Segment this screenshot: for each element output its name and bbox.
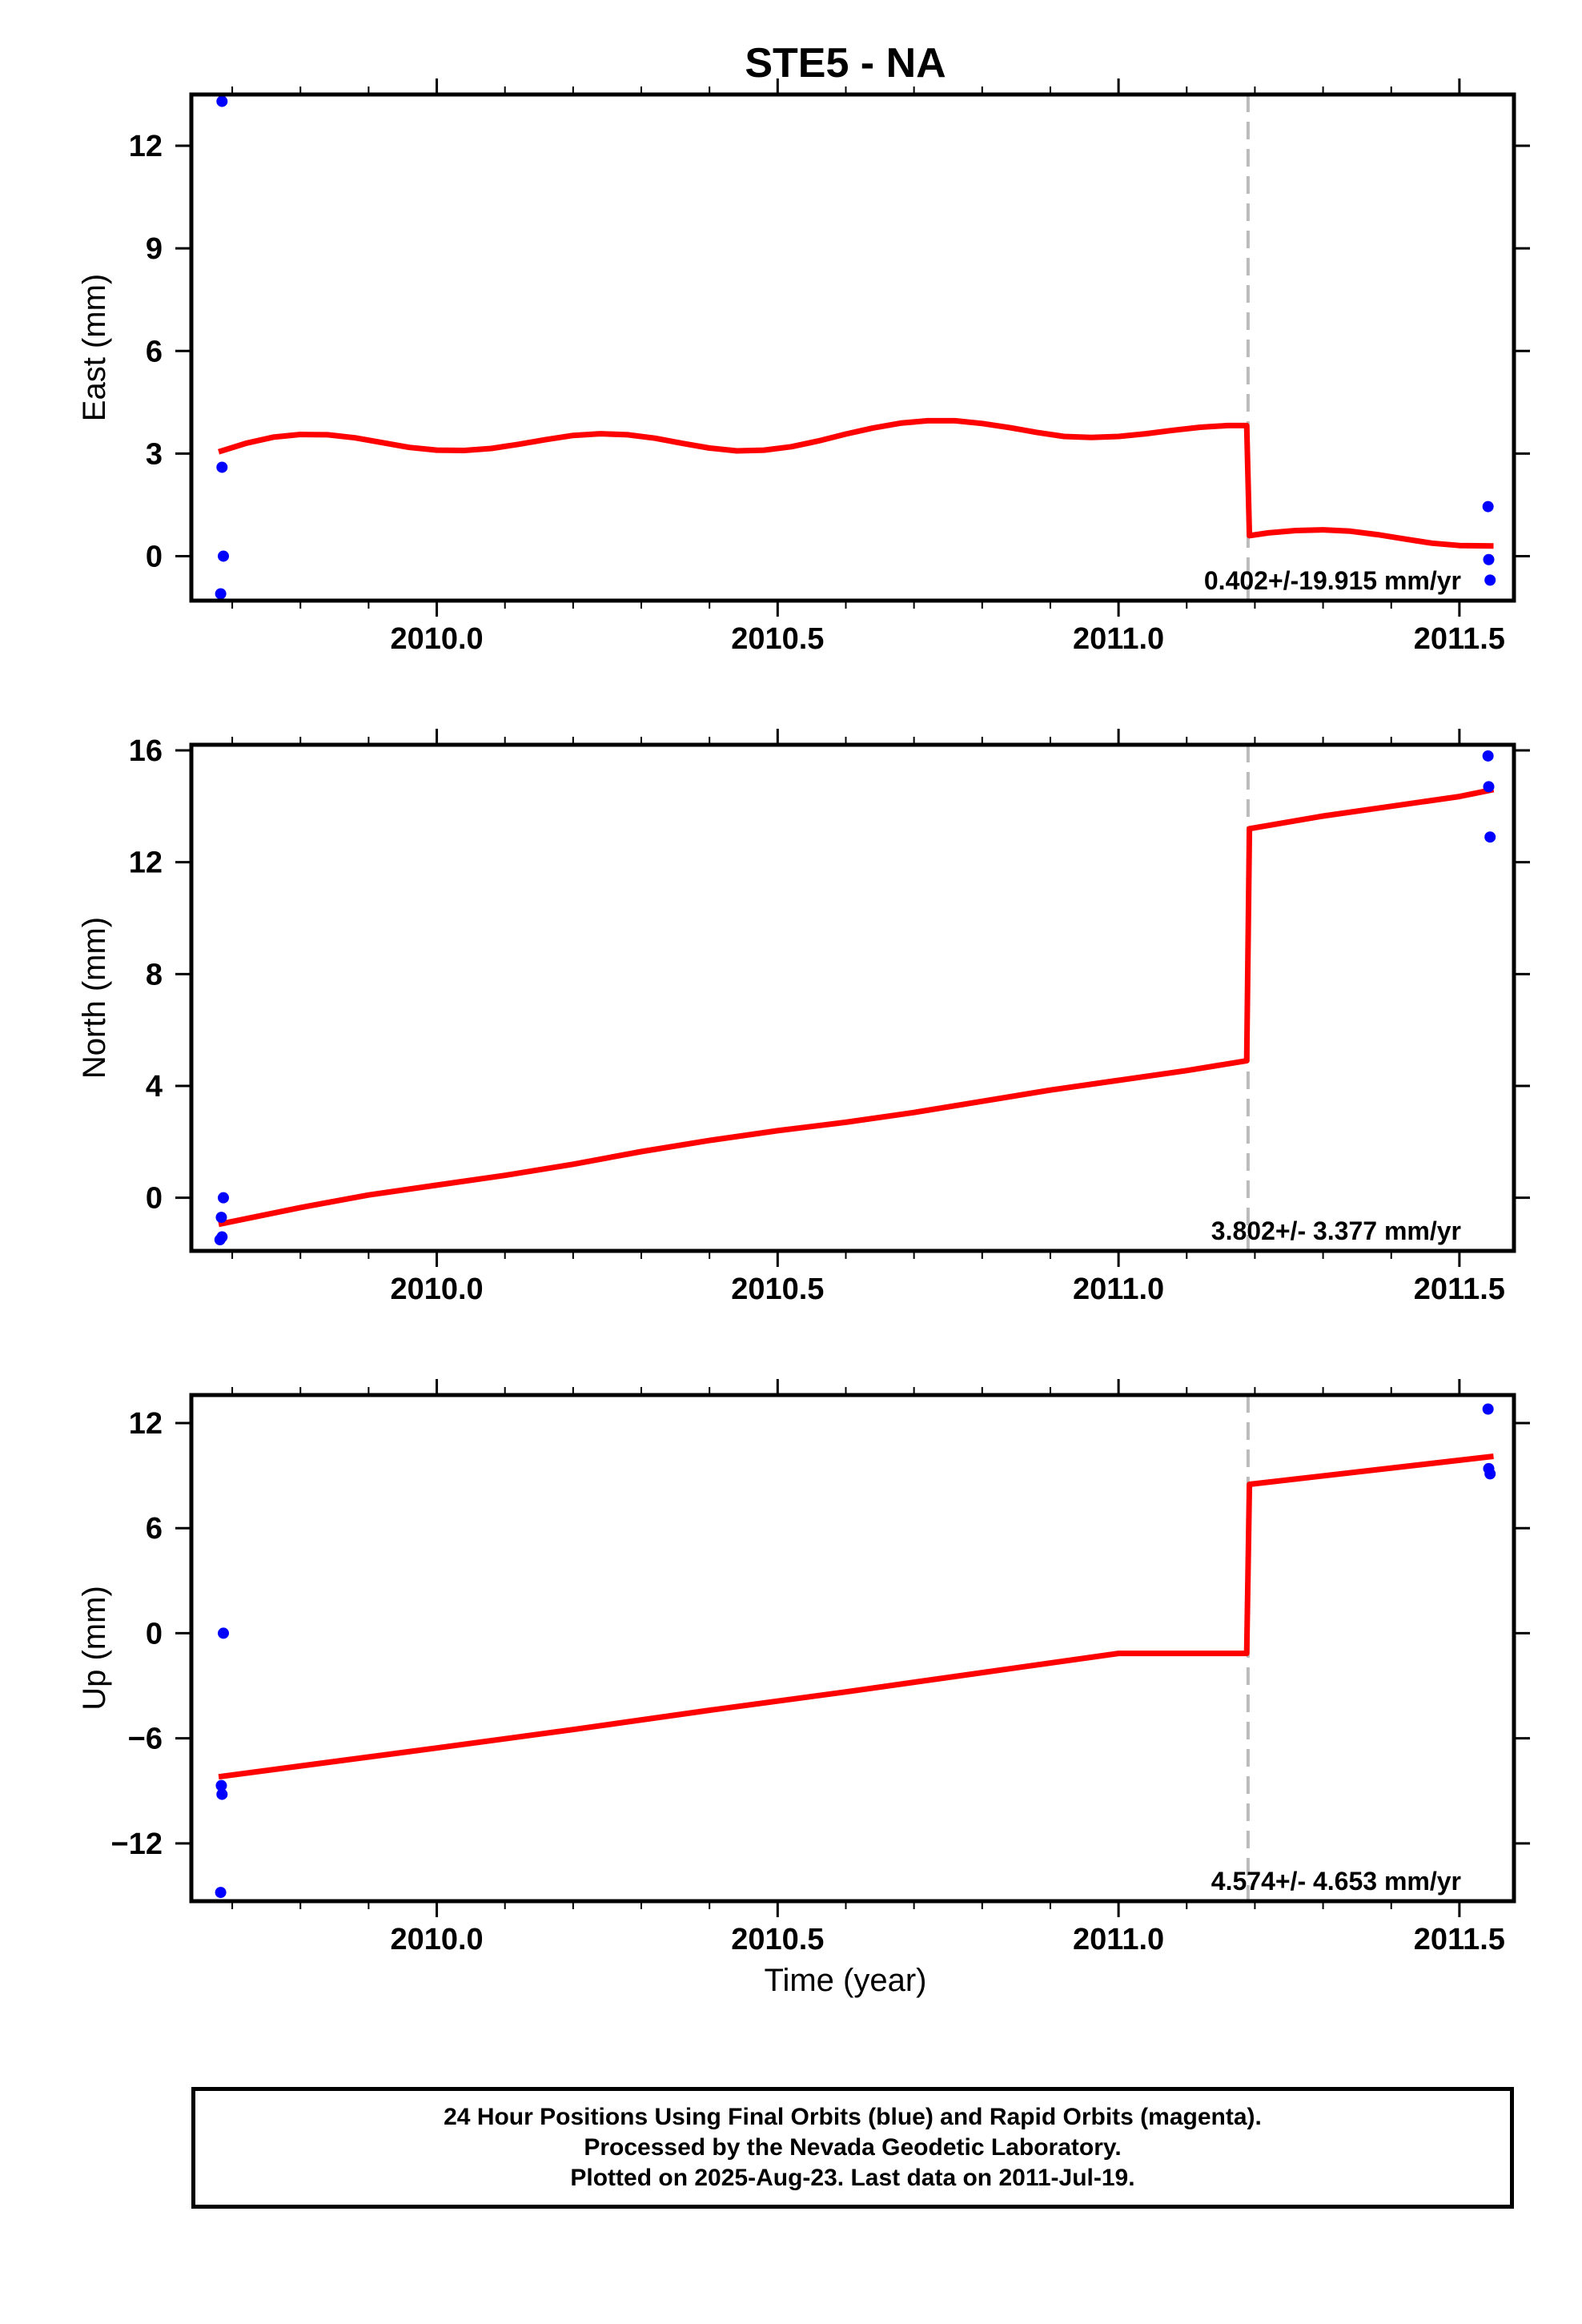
x-axis-label: Time (year) [765, 1963, 927, 1998]
model-line [218, 1454, 1494, 1780]
data-point [216, 461, 228, 473]
plot-frame [189, 1393, 1516, 1904]
x-tick-label: 2010.5 [731, 1273, 824, 1306]
plot-frame [189, 92, 1516, 603]
y-axis-label: North (mm) [77, 917, 112, 1079]
x-tick-label: 2010.0 [390, 622, 483, 656]
data-point [1482, 501, 1494, 513]
data-point [1483, 781, 1495, 793]
y-tick-label: 8 [146, 958, 163, 991]
y-tick-label: 9 [146, 232, 163, 266]
data-point [215, 1779, 227, 1791]
y-axis-label: Up (mm) [77, 1586, 112, 1711]
footer-line-3: Plotted on 2025-Aug-23. Last data on 201… [570, 2165, 1135, 2191]
y-tick-label: 6 [146, 335, 163, 368]
y-tick-label: 16 [129, 734, 163, 768]
y-tick-label: 4 [146, 1070, 163, 1104]
y-tick-label: −6 [128, 1723, 163, 1756]
y-axis-label: East (mm) [77, 274, 112, 421]
rate-label: 4.574+/- 4.653 mm/yr [1211, 1867, 1461, 1896]
rate-label: 3.802+/- 3.377 mm/yr [1211, 1216, 1461, 1245]
data-point [214, 1234, 226, 1246]
y-tick-label: −12 [111, 1827, 163, 1861]
y-tick-label: 0 [146, 1617, 163, 1651]
data-point [218, 1627, 230, 1639]
model-line [218, 417, 1494, 549]
model-line [218, 786, 1495, 1228]
data-point [1484, 831, 1496, 843]
footer-line-2: Processed by the Nevada Geodetic Laborat… [584, 2134, 1122, 2161]
x-tick-label: 2011.0 [1073, 1273, 1164, 1306]
data-point [215, 588, 227, 600]
panel-up: 2010.0 2010.5 2011.0 2011.5 −12 −6 0 6 12 Up (mm)… [77, 1379, 1530, 1956]
y-tick-label: 3 [146, 437, 163, 471]
data-point [215, 1212, 227, 1224]
x-tick-label: 2011.5 [1414, 1923, 1505, 1956]
footer-line-1: 24 Hour Positions Using Final Orbits (bl… [444, 2104, 1262, 2130]
chart-title: STE5 - NA [745, 40, 946, 86]
y-tick-label: 12 [129, 1407, 163, 1441]
y-tick-label: 12 [129, 846, 163, 880]
x-tick-label: 2010.5 [731, 1923, 824, 1956]
x-tick-label: 2010.0 [390, 1923, 483, 1956]
data-point [1482, 1403, 1494, 1415]
data-point [1483, 553, 1495, 565]
x-tick-label: 2011.0 [1073, 1923, 1164, 1956]
footer-box: 24 Hour Positions Using Final Orbits (bl… [191, 2087, 1514, 2209]
plot-frame [189, 742, 1516, 1253]
data-point [218, 1192, 230, 1204]
x-tick-label: 2011.0 [1073, 622, 1164, 656]
data-point [216, 95, 228, 107]
data-point [218, 550, 230, 562]
x-tick-label: 2011.5 [1414, 622, 1505, 656]
y-tick-label: 0 [146, 540, 163, 573]
y-tick-label: 0 [146, 1182, 163, 1216]
x-tick-label: 2010.0 [390, 1273, 483, 1306]
panel-north: 2010.0 2010.5 2011.0 2011.5 0 4 8 12 16 North (mm… [77, 729, 1530, 1306]
y-tick-label: 12 [129, 130, 163, 163]
data-point [1484, 574, 1496, 586]
data-point [1482, 750, 1494, 762]
data-point [216, 1788, 228, 1800]
x-tick-label: 2010.5 [731, 622, 824, 656]
x-tick-label: 2011.5 [1414, 1273, 1505, 1306]
panel-east: 2010.0 2010.5 2011.0 2011.5 0 3 6 9 12 East (mm) 0… [77, 78, 1530, 656]
y-tick-label: 6 [146, 1512, 163, 1546]
rate-label: 0.402+/-19.915 mm/yr [1204, 566, 1461, 595]
data-point [1484, 1468, 1496, 1480]
data-point [215, 1887, 227, 1899]
